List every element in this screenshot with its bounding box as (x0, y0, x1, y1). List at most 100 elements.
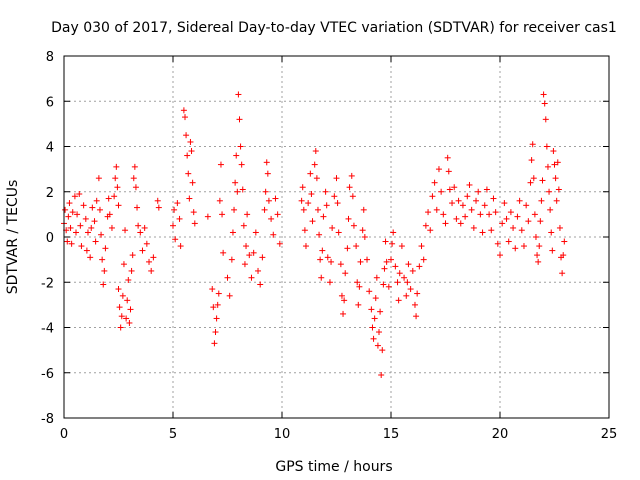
data-point (409, 267, 416, 274)
data-point (382, 238, 389, 245)
data-point (525, 218, 532, 225)
data-point (348, 172, 355, 179)
data-point (440, 211, 447, 218)
data-point (377, 308, 384, 315)
data-point (340, 310, 347, 317)
data-point (411, 301, 418, 308)
data-point (555, 186, 562, 193)
data-point (308, 191, 315, 198)
data-point (523, 202, 530, 209)
data-point (355, 301, 362, 308)
data-point (333, 175, 340, 182)
data-point (83, 247, 90, 254)
data-point (95, 175, 102, 182)
data-point (535, 258, 542, 265)
data-point (341, 297, 348, 304)
data-point (546, 188, 553, 195)
data-point (77, 222, 84, 229)
data-point (311, 161, 318, 168)
data-point (312, 148, 319, 155)
data-point (353, 243, 360, 250)
data-point (416, 263, 423, 270)
data-point (538, 197, 545, 204)
data-point (226, 292, 233, 299)
data-point (364, 256, 371, 263)
data-point (210, 304, 217, 311)
data-point (392, 263, 399, 270)
data-point (438, 188, 445, 195)
data-point (561, 238, 568, 245)
data-point (449, 200, 456, 207)
data-point (211, 340, 218, 347)
data-point (82, 215, 89, 222)
y-axis-label: SDTVAR / TECUs (5, 180, 21, 295)
data-point (464, 193, 471, 200)
data-point (119, 292, 126, 299)
data-point (231, 206, 238, 213)
data-point (453, 215, 460, 222)
y-tick-label: -4 (41, 322, 54, 337)
data-point (124, 297, 131, 304)
data-point (220, 249, 227, 256)
data-point (213, 315, 220, 322)
data-point (189, 179, 196, 186)
data-point (326, 279, 333, 286)
data-point (120, 261, 127, 268)
data-point (176, 215, 183, 222)
data-point (518, 227, 525, 234)
data-point (357, 258, 364, 265)
data-point (183, 132, 190, 139)
data-point (219, 211, 226, 218)
data-point (314, 206, 321, 213)
data-point (88, 224, 95, 231)
data-point (212, 329, 219, 336)
data-point (244, 211, 251, 218)
data-point (236, 116, 243, 123)
data-point (442, 220, 449, 227)
data-point (307, 170, 314, 177)
y-tick-label: -6 (41, 367, 54, 382)
data-point (372, 295, 379, 302)
data-point (427, 227, 434, 234)
data-point (529, 141, 536, 148)
y-tick-label: -8 (41, 412, 54, 427)
data-point (378, 372, 385, 379)
data-point (214, 301, 221, 308)
data-point (492, 209, 499, 216)
data-point (65, 213, 72, 220)
data-point (146, 258, 153, 265)
y-tick-label: 2 (46, 186, 54, 201)
data-point (328, 258, 335, 265)
grid-lines (64, 56, 609, 418)
data-point (126, 319, 133, 326)
data-point (360, 206, 367, 213)
data-point (89, 204, 96, 211)
data-point (91, 218, 98, 225)
data-point (532, 234, 539, 240)
data-point (539, 177, 546, 184)
data-point (550, 148, 557, 155)
data-point (374, 342, 381, 349)
data-point (481, 202, 488, 209)
data-point (556, 224, 563, 231)
data-point (466, 181, 473, 188)
data-point (334, 200, 341, 207)
data-point (235, 91, 242, 98)
data-point (128, 267, 135, 274)
data-point (72, 229, 79, 236)
data-point (433, 206, 440, 213)
data-point (272, 195, 279, 202)
data-point (499, 220, 506, 227)
data-point (369, 324, 376, 331)
data-point (181, 114, 188, 121)
data-point (354, 279, 361, 286)
data-point (516, 197, 523, 204)
data-point (425, 209, 432, 216)
data-point (444, 154, 451, 161)
data-point (313, 175, 320, 182)
data-point (551, 161, 558, 168)
data-point (270, 231, 277, 238)
data-point (335, 229, 342, 236)
data-point (84, 229, 91, 236)
data-point (130, 175, 137, 182)
